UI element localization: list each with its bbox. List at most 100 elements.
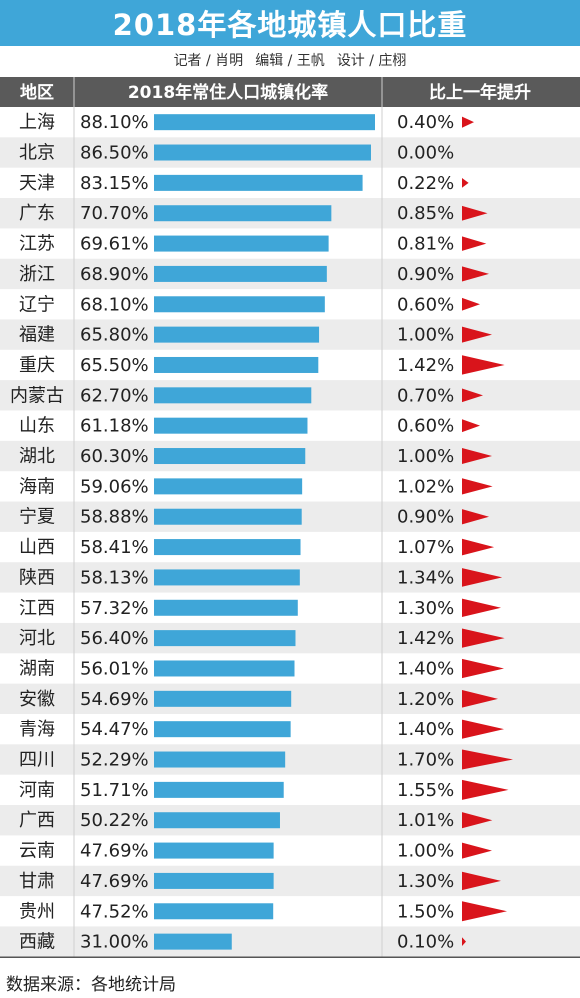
rate-bar: [154, 478, 303, 495]
column-header-increase: 比上一年提升: [429, 82, 531, 103]
increase-label: 1.34%: [397, 567, 454, 588]
increase-label: 1.01%: [397, 810, 454, 831]
increase-label: 1.40%: [397, 658, 454, 679]
rate-label: 88.10%: [80, 112, 149, 133]
increase-label: 0.90%: [397, 264, 454, 285]
increase-triangle: [462, 538, 495, 556]
region-label: 云南: [19, 841, 55, 862]
increase-label: 0.81%: [397, 234, 454, 255]
increase-triangle: [462, 842, 492, 859]
rate-label: 68.90%: [80, 264, 149, 285]
rate-label: 56.01%: [80, 658, 149, 679]
increase-triangle: [462, 419, 480, 433]
increase-label: 0.10%: [397, 932, 454, 953]
increase-triangle: [462, 812, 493, 829]
rate-bar: [154, 903, 274, 920]
increase-triangle: [462, 205, 488, 221]
increase-triangle: [462, 116, 474, 128]
increase-triangle: [462, 177, 469, 188]
increase-label: 1.20%: [397, 689, 454, 710]
region-label: 广西: [19, 810, 55, 831]
increase-label: 0.00%: [397, 143, 454, 164]
region-label: 四川: [19, 750, 55, 771]
region-label: 山西: [19, 537, 55, 558]
rate-bar: [154, 235, 329, 252]
increase-triangle: [462, 901, 507, 922]
increase-label: 1.30%: [397, 871, 454, 892]
rate-label: 47.52%: [80, 901, 149, 922]
region-label: 浙江: [19, 264, 55, 285]
region-label: 海南: [19, 476, 55, 497]
rate-bar: [154, 265, 327, 282]
increase-triangle: [462, 871, 501, 891]
column-header-rate: 2018年常住人口城镇化率: [128, 82, 328, 103]
region-label: 辽宁: [19, 294, 55, 315]
rate-bar: [154, 326, 320, 343]
row-background: [0, 926, 580, 957]
increase-triangle: [462, 719, 504, 739]
rate-label: 56.40%: [80, 628, 149, 649]
increase-label: 1.02%: [397, 476, 454, 497]
rate-bar: [154, 356, 319, 373]
increase-triangle: [462, 478, 493, 495]
rate-label: 58.41%: [80, 537, 149, 558]
rate-bar: [154, 144, 371, 161]
rate-bar: [154, 599, 298, 616]
region-label: 安徽: [19, 689, 55, 710]
data-source: 数据来源：各地统计局: [6, 975, 176, 995]
increase-label: 1.07%: [397, 537, 454, 558]
rate-bar: [154, 539, 301, 556]
editor-credit: 编辑 / 王帆: [255, 53, 325, 69]
increase-label: 1.30%: [397, 598, 454, 619]
rate-label: 50.22%: [80, 810, 149, 831]
rate-label: 86.50%: [80, 143, 149, 164]
increase-triangle: [462, 937, 466, 947]
rate-label: 51.71%: [80, 780, 149, 801]
increase-triangle: [462, 236, 487, 251]
rate-bar: [154, 751, 286, 768]
increase-triangle: [462, 448, 492, 465]
column-header-region: 地区: [20, 82, 54, 103]
increase-label: 1.42%: [397, 355, 454, 376]
region-label: 福建: [19, 325, 55, 346]
rate-bar: [154, 569, 300, 586]
region-label: 北京: [19, 143, 55, 164]
increase-label: 1.70%: [397, 750, 454, 771]
increase-triangle: [462, 266, 489, 282]
increase-triangle: [462, 355, 505, 375]
rate-label: 31.00%: [80, 932, 149, 953]
credits: 记者 / 肖明 编辑 / 王帆 设计 / 庄栩: [0, 48, 580, 72]
increase-triangle: [462, 297, 480, 311]
rate-label: 68.10%: [80, 294, 149, 315]
region-label: 广东: [19, 203, 55, 224]
rate-label: 61.18%: [80, 416, 149, 437]
increase-label: 1.40%: [397, 719, 454, 740]
rate-label: 58.88%: [80, 507, 149, 528]
rate-label: 54.69%: [80, 689, 149, 710]
rate-label: 52.29%: [80, 750, 149, 771]
rate-bar: [154, 296, 325, 313]
rate-label: 62.70%: [80, 385, 149, 406]
increase-label: 0.70%: [397, 385, 454, 406]
rate-label: 58.13%: [80, 567, 149, 588]
rate-label: 47.69%: [80, 841, 149, 862]
region-label: 江苏: [19, 234, 55, 255]
increase-triangle: [462, 509, 489, 525]
rate-bar: [154, 174, 363, 191]
rate-label: 47.69%: [80, 871, 149, 892]
rate-bar: [154, 205, 332, 222]
reporter-credit: 记者 / 肖明: [173, 53, 244, 69]
region-label: 天津: [19, 173, 55, 194]
increase-triangle: [462, 658, 504, 679]
rate-label: 60.30%: [80, 446, 149, 467]
increase-label: 1.00%: [397, 325, 454, 346]
increase-label: 0.60%: [397, 294, 454, 315]
rate-bar: [154, 721, 291, 738]
rate-bar: [154, 508, 302, 525]
designer-credit: 设计 / 庄栩: [336, 53, 407, 69]
increase-label: 1.00%: [397, 841, 454, 862]
increase-triangle: [462, 779, 509, 800]
region-label: 湖北: [19, 446, 55, 467]
